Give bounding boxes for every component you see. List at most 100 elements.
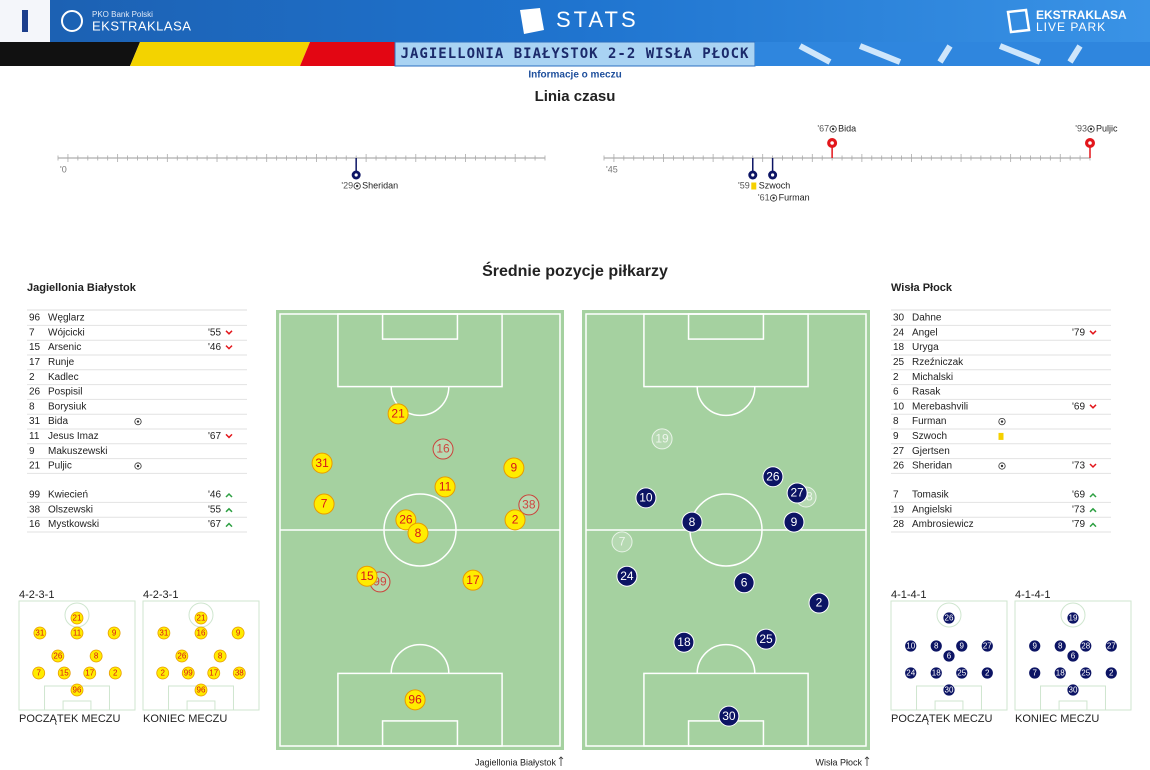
player-number: 38 [29, 504, 41, 515]
formation-number: 96 [73, 686, 82, 695]
sub-minute: '67 [208, 431, 221, 442]
sub-minute: '46 [208, 342, 221, 353]
player-position-dot [404, 689, 426, 711]
penalty-arc [390, 386, 450, 417]
player-name: Pospisil [48, 387, 82, 398]
event-player: Puljic [1096, 123, 1118, 133]
player-number: 26 [893, 461, 905, 472]
formation-dot [904, 639, 918, 653]
player-position-dot [718, 705, 740, 727]
team-name: Jagiellonia Białystok [27, 282, 137, 294]
formation-number: 10 [906, 642, 915, 651]
stripe-black [0, 42, 140, 66]
formation-dot [175, 649, 189, 663]
sub-position-dot [518, 494, 540, 516]
half-start-label: '45 [606, 164, 618, 174]
player-position-dot [786, 482, 808, 504]
formation-number: 30 [1069, 686, 1078, 695]
sub-minute: '46 [208, 490, 221, 501]
formation-dot [232, 666, 246, 680]
formation-dot [1079, 666, 1093, 680]
player-name: Runje [48, 357, 75, 368]
position-number: 19 [655, 432, 669, 446]
stripe-yellow [130, 42, 310, 66]
player-name: Merebashvili [912, 401, 968, 412]
position-number: 15 [360, 569, 374, 583]
position-number: 27 [790, 486, 804, 500]
stripe-pattern [798, 43, 1083, 65]
formation-dot [929, 639, 943, 653]
event-minute: '29 [341, 180, 353, 190]
formation-dot [1053, 639, 1067, 653]
player-number: 2 [893, 372, 899, 383]
player-name: Angel [912, 327, 938, 338]
formation-number: 24 [906, 669, 915, 678]
formation-dot [70, 626, 84, 640]
goal-area [381, 720, 459, 747]
sub-out-arrow [225, 345, 233, 350]
event-player: Furman [779, 192, 810, 202]
position-number: 2 [816, 596, 823, 610]
formation-number: 9 [112, 629, 117, 638]
player-name: Borysiuk [48, 401, 87, 412]
formation-name: 4-1-4-1 [1015, 589, 1050, 601]
formation-number: 11 [73, 629, 82, 638]
formation-number: 27 [1107, 642, 1116, 651]
player-position-dot [356, 565, 378, 587]
stats-logo [520, 8, 544, 34]
timeline-ticks [603, 154, 1091, 162]
position-number: 17 [466, 573, 480, 587]
formation-number: 18 [932, 669, 941, 678]
penalty-arc [696, 386, 756, 417]
player-position-dot [313, 493, 335, 515]
player-position-dot [733, 572, 755, 594]
goal-icon-dot [1000, 464, 1004, 468]
position-number: 21 [391, 407, 405, 421]
goal-icon-dot [136, 464, 140, 468]
formation-dot [955, 666, 969, 680]
formation-number: 17 [85, 669, 94, 678]
player-number: 11 [29, 431, 40, 442]
formation-dot [157, 626, 171, 640]
player-name: Węglarz [48, 313, 85, 324]
sub-in-arrow [1089, 522, 1097, 528]
formation-dot [1104, 639, 1118, 653]
formation-caption: POCZĄTEK MECZU [19, 713, 121, 725]
player-name: Kwiecień [48, 490, 88, 501]
formation-dot [194, 611, 208, 625]
livepark-top: EKSTRAKLASA [1036, 8, 1127, 22]
player-number: 30 [893, 313, 905, 324]
formation-dot [32, 666, 46, 680]
position-number: 9 [791, 515, 798, 529]
timeline-ticks [57, 154, 546, 162]
penalty-arc [696, 643, 756, 674]
event-player: Szwoch [759, 180, 791, 190]
player-position-dot [395, 509, 417, 531]
league-name: EKSTRAKLASA [92, 18, 191, 33]
player-name: Wójcicki [48, 327, 85, 338]
formation-dot [33, 626, 47, 640]
position-number: 8 [689, 515, 696, 529]
bank-name: PKO Bank Polski [92, 10, 153, 19]
player-name: Angielski [912, 504, 952, 515]
formation-caption: KONIEC MECZU [143, 713, 227, 725]
formation-caption: KONIEC MECZU [1015, 713, 1099, 725]
formation-number: 96 [197, 686, 206, 695]
formation-number: 21 [197, 614, 206, 623]
formation-name: 4-2-3-1 [143, 589, 178, 601]
position-number: 26 [766, 469, 780, 483]
mini-goal-area [186, 700, 216, 711]
match-info-link[interactable]: Informacje o meczu [528, 70, 621, 81]
formation-dot [1079, 639, 1093, 653]
formation-dot [181, 666, 195, 680]
mini-center-circle [1060, 602, 1086, 628]
formation-number: 28 [1081, 642, 1090, 651]
league-logo [61, 10, 83, 32]
sub-position-dot [432, 438, 454, 460]
formation-number: 8 [1058, 642, 1063, 651]
player-position-dot [808, 592, 830, 614]
position-number: 9 [511, 461, 518, 475]
formation-dot [1028, 639, 1042, 653]
sub-in-arrow [225, 522, 233, 528]
formation-number: 16 [197, 629, 206, 638]
